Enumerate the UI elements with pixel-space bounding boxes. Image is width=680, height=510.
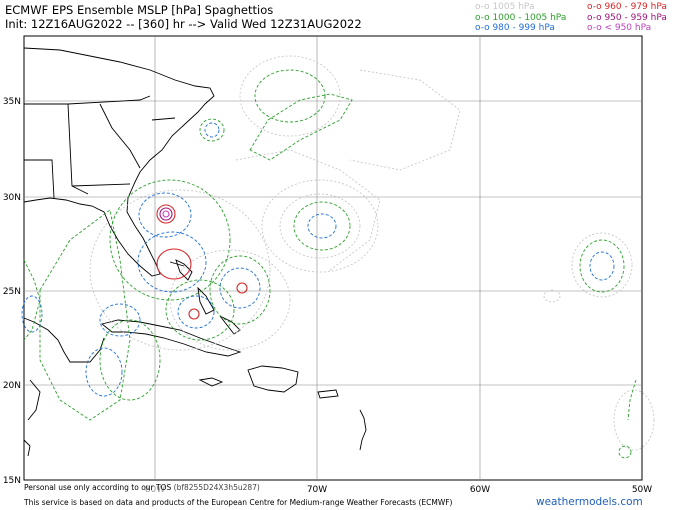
legend-item-960-979: o-o 960 - 979 hPa [587, 2, 667, 12]
lon-label: 50W [632, 485, 652, 495]
legend-item-lt950: o-o < 950 hPa [587, 23, 652, 33]
lon-label: 80W [145, 485, 165, 495]
lon-label: 60W [470, 485, 490, 495]
legend-item-1005: o-o 1005 hPa [475, 2, 535, 12]
lat-label: 20N [3, 381, 21, 391]
contours-1005 [89, 55, 655, 451]
footer-source: This service is based on data and produc… [24, 498, 453, 507]
contours-980-999 [21, 122, 615, 397]
lon-labels: 80W 70W 60W 50W [145, 485, 652, 495]
lon-label: 70W [307, 485, 327, 495]
lat-label: 25N [3, 287, 21, 297]
map-title: ECMWF EPS Ensemble MSLP [hPa] Spaghettio… [5, 3, 362, 31]
title-line-2: Init: 12Z16AUG2022 -- [360] hr --> Valid… [5, 16, 362, 31]
lat-label: 15N [3, 476, 21, 486]
footer-tos: Personal use only according to our TOS [24, 483, 172, 492]
contours-below-960 [159, 207, 173, 221]
legend-right: o-o 960 - 979 hPa o-o 950 - 959 hPa o-o … [587, 2, 667, 34]
lat-label: 35N [3, 97, 21, 107]
brand-link[interactable]: weathermodels.com [536, 496, 643, 508]
contours-960-979 [156, 204, 248, 320]
footer-code: (bf8255D24X3h5u287) [173, 483, 260, 492]
legend-item-980-999: o-o 980 - 999 hPa [475, 23, 555, 33]
legend-left: o-o 1005 hPa o-o 1000 - 1005 hPa o-o 980… [475, 2, 566, 34]
footer-note: Personal use only according to our TOS (… [24, 483, 260, 492]
legend-item-1000-1005: o-o 1000 - 1005 hPa [475, 12, 567, 23]
lat-labels: 35N 30N 25N 20N 15N [3, 97, 21, 486]
lat-label: 30N [3, 193, 21, 203]
title-line-1: ECMWF EPS Ensemble MSLP [hPa] Spaghettio… [5, 3, 274, 17]
storm-track [169, 261, 185, 267]
legend-item-950-959: o-o 950 - 959 hPa [587, 12, 667, 23]
contours-1000-1005 [23, 69, 637, 459]
map-frame [23, 35, 643, 481]
